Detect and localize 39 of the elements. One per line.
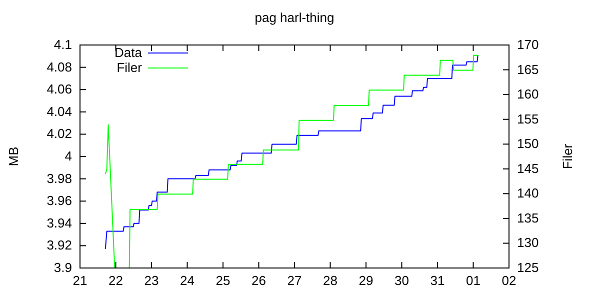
y2-tick-label: 125 <box>517 260 539 275</box>
y-tick-label: 4.04 <box>46 104 72 119</box>
chart-title: pag harl-thing <box>254 10 334 25</box>
x-tick-label: 25 <box>216 273 230 288</box>
y-axis-title: MB <box>6 146 21 166</box>
y-tick-label: 3.98 <box>46 170 72 186</box>
legend-label: Filer <box>116 60 143 75</box>
y2-tick-label: 155 <box>517 111 539 126</box>
y2-axis-title: Filer <box>560 143 575 170</box>
y-tick-label: 3.9 <box>54 260 72 275</box>
x-tick-label: 01 <box>466 273 480 288</box>
y2-tick-label: 165 <box>517 62 539 77</box>
x-tick-label: 21 <box>72 273 88 288</box>
x-tick-label: 22 <box>108 273 123 288</box>
y-tick-label: 3.96 <box>46 193 72 208</box>
y2-tick-label: 170 <box>517 37 539 52</box>
y-tick-label: 4.08 <box>46 59 72 74</box>
y-tick-label: 4.02 <box>46 126 72 142</box>
x-tick-label: 24 <box>180 273 194 288</box>
x-tick-label: 28 <box>323 273 338 288</box>
x-tick-label: 30 <box>394 273 409 288</box>
y-tick-label: 4.06 <box>46 82 72 97</box>
x-tick-label: 26 <box>252 273 266 288</box>
x-tick-label: 31 <box>430 273 445 288</box>
x-tick-label: 29 <box>358 273 374 288</box>
legend-label: Data <box>114 45 143 60</box>
x-tick-label: 02 <box>502 273 516 288</box>
y-tick-label: 4.1 <box>54 37 72 52</box>
y-tick-label: 4 <box>64 148 72 164</box>
y-tick-label: 3.94 <box>46 215 72 230</box>
y-tick-label: 3.92 <box>46 238 72 253</box>
x-tick-label: 23 <box>144 273 159 288</box>
x-tick-label: 27 <box>287 273 302 288</box>
y2-tick-label: 130 <box>517 235 539 250</box>
y2-tick-label: 160 <box>517 86 539 102</box>
y2-tick-label: 150 <box>517 136 539 152</box>
y2-tick-label: 135 <box>517 210 539 226</box>
y2-tick-label: 140 <box>517 186 539 201</box>
y2-tick-label: 145 <box>517 160 539 176</box>
